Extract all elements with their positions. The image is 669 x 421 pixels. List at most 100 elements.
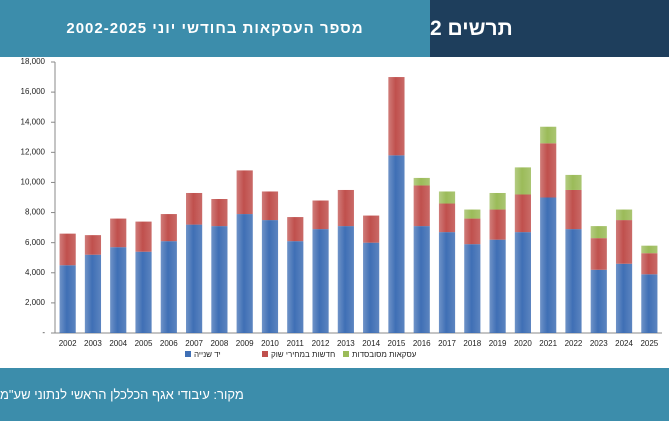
x-tick-label: 2006 [160,339,178,348]
bar-segment [540,126,557,144]
bar-segment [489,209,506,240]
x-tick-label: 2019 [489,339,507,348]
x-tick-label: 2018 [463,339,481,348]
bar-segment [135,251,152,333]
bar-segment [438,203,456,233]
x-tick-label: 2010 [261,339,279,348]
y-tick-label: 8,000 [25,208,46,217]
y-tick-label: 16,000 [21,87,46,96]
y-tick-label: 10,000 [21,178,46,187]
bar-segment [59,265,76,333]
bar-segment [590,269,607,333]
y-tick-label: 12,000 [21,147,46,156]
y-tick-label: 18,000 [21,57,46,66]
x-tick-label: 2024 [615,339,633,348]
legend-swatch [343,351,349,357]
y-tick-label: 4,000 [25,268,46,277]
x-tick-label: 2012 [312,339,330,348]
x-tick-label: 2009 [236,339,254,348]
bar-segment [489,192,506,210]
bar-segment [363,242,380,333]
bar-segment [287,241,304,333]
y-tick-label: 14,000 [21,117,46,126]
bar-segment [312,200,329,230]
x-tick-label: 2002 [59,339,77,348]
bar-segment [413,177,430,186]
x-tick-label: 2014 [362,339,380,348]
x-tick-label: 2017 [438,339,456,348]
bar-segment [236,170,253,215]
bar-segment [413,185,430,227]
bar-segment [84,254,102,333]
x-tick-label: 2016 [413,339,431,348]
bar-segment [540,197,557,333]
x-tick-label: 2013 [337,339,355,348]
bar-segment [261,220,279,333]
x-tick-label: 2021 [539,339,557,348]
x-tick-label: 2015 [388,339,406,348]
bar-segment [287,217,304,242]
bar-segment [641,274,658,333]
bar-segment [514,194,531,233]
bar-segment [413,226,430,333]
bar-segment [388,77,405,156]
chart-title: מספר העסקאות בחודשי יוני 2002-2025 [0,0,430,57]
x-tick-label: 2023 [590,339,608,348]
bar-segment [641,245,658,254]
bar-segment [565,229,582,333]
bar-segment [363,215,380,243]
x-tick-label: 2005 [135,339,153,348]
legend-label: חדשות במחירי שוק [271,350,335,359]
bar-segment [261,191,279,221]
bar-segment [110,218,127,248]
x-tick-label: 2003 [84,339,102,348]
legend-label: עסקאות מסובסדות [352,350,417,359]
bar-segment [565,174,582,190]
bar-segment [160,214,177,242]
bar-segment [540,143,557,198]
y-tick-label: 2,000 [25,298,46,307]
bar-segment [615,263,633,333]
x-tick-label: 2004 [109,339,127,348]
source-note: מקור: עיבודי אגף הכלכלן הראשי לנתוני שע"… [0,368,669,421]
bar-segment [615,209,633,221]
legend-label: יד שנייה [194,350,221,359]
x-tick-label: 2008 [210,339,228,348]
bar-segment [236,214,253,333]
legend-swatch [262,351,268,357]
bar-segment [438,191,456,204]
bar-segment [388,155,405,333]
x-tick-label: 2007 [185,339,203,348]
y-tick-label: 6,000 [25,238,46,247]
bar-segment [211,199,228,227]
bar-segment [514,232,531,333]
bar-segment [590,238,607,270]
x-tick-label: 2011 [287,339,305,348]
bar-segment [337,226,354,333]
x-tick-label: 2020 [514,339,532,348]
bar-segment [565,189,582,230]
bar-segment [186,224,203,333]
bar-segment [312,229,329,333]
bar-segment [211,226,228,333]
bar-segment [464,209,481,219]
bar-segment [514,167,531,195]
bar-segment [59,233,76,266]
chart: - 2,000 4,000 6,000 8,000 10,000 12,000 14,000 1… [21,57,662,359]
bar-segment [84,235,102,255]
bar-segment [135,221,152,252]
bar-segment [464,218,481,245]
bar-segment [641,253,658,275]
bar-segment [186,192,203,225]
x-tick-label: 2025 [640,339,658,348]
y-tick-label: - [42,328,45,337]
bar-segment [110,247,127,333]
bar-segment [160,241,177,333]
bar-segment [464,244,481,333]
bar-segment [337,189,354,227]
figure-label: תרשים 2 [430,0,669,57]
bar-segment [590,226,607,239]
x-tick-label: 2022 [565,339,583,348]
bar-segment [615,220,633,264]
